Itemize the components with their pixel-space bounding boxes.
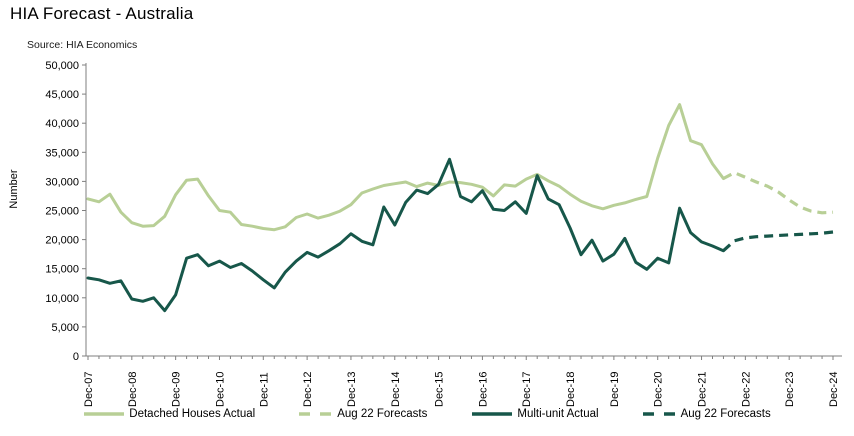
page-title: HIA Forecast - Australia <box>10 4 194 23</box>
line-chart: 0 5,000 10,000 15,000 20,000 25,000 30,000 35,0… <box>45 60 842 407</box>
series-detached-forecast-line <box>722 171 834 215</box>
y-tick-label: 20,000 <box>45 235 79 247</box>
legend-item-detached-forecast: Aug 22 Forecasts <box>299 408 427 420</box>
x-tick-label: Dec-19 <box>609 372 621 407</box>
source-note: Source: HIA Economics <box>27 39 138 51</box>
legend-label: Multi-unit Actual <box>517 408 599 420</box>
x-tick-label: Dec-18 <box>565 372 577 407</box>
y-tick-label: 25,000 <box>45 206 79 218</box>
legend-label: Aug 22 Forecasts <box>680 408 771 420</box>
multiunit-forecast-dashed-line-icon <box>642 412 677 416</box>
legend-item-detached-actual: Detached Houses Actual <box>83 408 255 420</box>
y-tick-label: 0 <box>73 351 79 363</box>
x-tick-label: Dec-07 <box>83 372 95 407</box>
x-tick-label: Dec-12 <box>302 372 314 407</box>
x-tick-label: Dec-11 <box>258 372 270 407</box>
series-multiunit-forecast-line <box>722 230 834 252</box>
legend-item-multiunit-forecast: Aug 22 Forecasts <box>642 408 771 420</box>
x-tick-label: Dec-17 <box>521 372 533 407</box>
y-tick-label: 50,000 <box>45 60 79 72</box>
chart-legend: Detached Houses Actual Aug 22 Forecasts … <box>0 408 854 420</box>
legend-label: Detached Houses Actual <box>129 408 256 420</box>
detached-actual-line-icon <box>84 412 125 416</box>
y-tick-label: 15,000 <box>45 264 79 276</box>
x-tick-label: Dec-24 <box>828 372 840 407</box>
y-tick-label: 35,000 <box>45 147 79 159</box>
y-tick-label: 40,000 <box>45 118 79 130</box>
legend-label: Aug 22 Forecasts <box>337 408 428 420</box>
y-tick-label: 45,000 <box>45 89 79 101</box>
x-tick-label: Dec-10 <box>214 372 226 407</box>
x-tick-label: Dec-20 <box>653 372 665 407</box>
x-tick-label: Dec-08 <box>127 372 139 407</box>
y-tick-label: 10,000 <box>45 293 79 305</box>
series-detached-actual-line <box>86 103 725 232</box>
x-tick-label: Dec-16 <box>477 372 489 407</box>
x-tick-label: Dec-15 <box>434 372 446 407</box>
multiunit-actual-line-icon <box>472 412 513 416</box>
x-tick-label: Dec-09 <box>171 372 183 407</box>
y-tick-label: 30,000 <box>45 176 79 188</box>
x-tick-label: Dec-13 <box>346 372 358 407</box>
x-tick-label: Dec-23 <box>784 372 796 407</box>
detached-forecast-dashed-line-icon <box>299 412 334 416</box>
x-tick-label: Dec-14 <box>390 372 402 407</box>
legend-item-multiunit-actual: Multi-unit Actual <box>471 408 599 420</box>
x-tick-label: Dec-21 <box>697 372 709 407</box>
series-multiunit-actual-line <box>86 157 725 313</box>
y-tick-label: 5,000 <box>51 322 79 334</box>
x-tick-label: Dec-22 <box>740 372 752 407</box>
